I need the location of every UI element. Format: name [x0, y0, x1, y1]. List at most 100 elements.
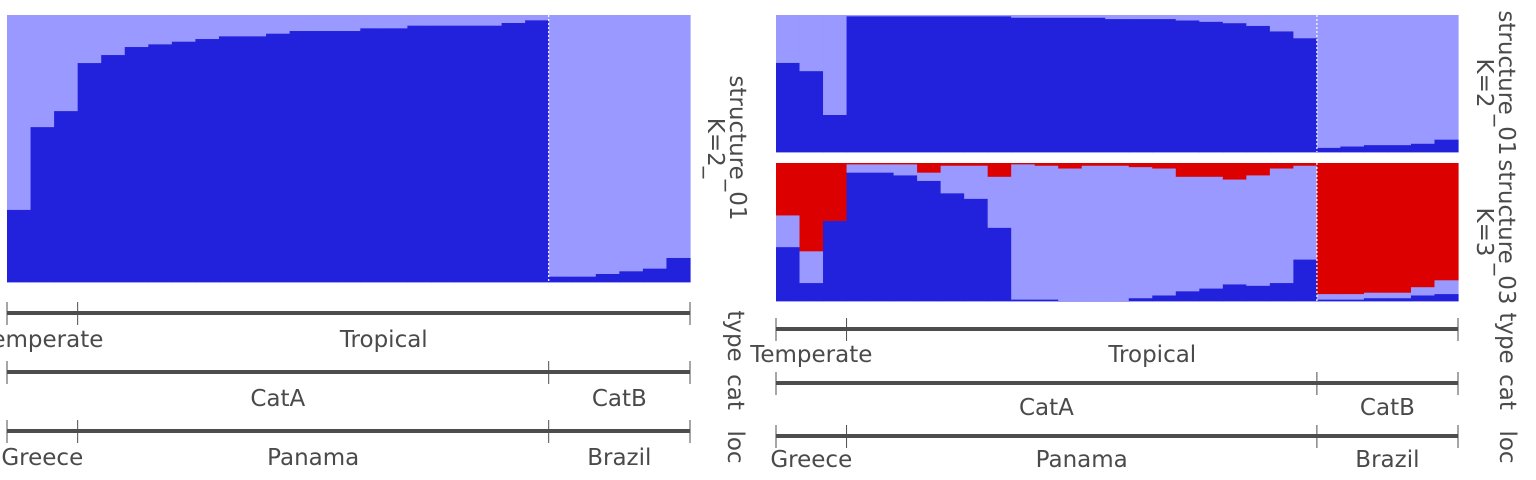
bar-segment [1246, 15, 1271, 27]
group-track: CatA CatB [6, 361, 691, 412]
bar-segment [218, 36, 244, 283]
bar-segment [846, 15, 871, 17]
bar-segment [289, 31, 314, 283]
bar-segment [1387, 163, 1412, 294]
bar-segment [1011, 299, 1036, 302]
bar-segment [124, 15, 149, 48]
bar-segment [1363, 15, 1389, 146]
bar-segment [1316, 163, 1342, 295]
row-side-label: cat [722, 374, 748, 410]
bar-segment [870, 164, 895, 174]
bar-segment [1293, 163, 1318, 167]
bar-segment [1175, 15, 1200, 21]
bar-segment [54, 111, 79, 283]
bar-segment [893, 16, 918, 153]
bar-segment [313, 15, 338, 32]
bar-segment [1034, 15, 1059, 19]
bar-segment [195, 39, 220, 283]
group-label: Greece [1, 445, 83, 471]
bar-segment [1293, 165, 1318, 260]
bar-segment [1128, 163, 1153, 168]
bar-segment [525, 20, 550, 283]
bar-segment [1058, 168, 1083, 302]
bar-segment [1034, 299, 1059, 302]
bar-segment [1410, 143, 1436, 153]
bar-segment [360, 28, 385, 283]
bar-segment [1128, 298, 1153, 302]
structure-plot-2 [776, 15, 1459, 153]
bar-segment [1316, 15, 1342, 149]
bar-segment [1269, 163, 1294, 169]
bar-segment [336, 31, 361, 283]
bar-segment [1152, 19, 1177, 153]
group-label: CatB [592, 386, 647, 412]
structure-plots [7, 15, 1459, 302]
group-label: Brazil [587, 445, 651, 471]
bar-segment [336, 15, 361, 32]
bar-segment [218, 15, 244, 37]
bar-segment [30, 15, 55, 128]
bar-segment [870, 16, 895, 153]
bar-segment [870, 163, 895, 165]
bar-segment [289, 15, 314, 32]
bar-segment [1246, 25, 1271, 153]
bar-segment [846, 16, 871, 153]
bar-segment [54, 15, 79, 112]
bar-segment [1152, 15, 1177, 20]
group-label: Panama [1036, 447, 1128, 473]
bar-segment [1363, 292, 1389, 299]
group-label: Panama [267, 445, 359, 471]
group-track: CatA CatB [775, 372, 1459, 421]
bar-segment [1387, 145, 1412, 153]
bar-segment [846, 164, 871, 174]
bar-segment [148, 44, 173, 283]
bar-segment [823, 115, 848, 153]
bar-segment [1340, 15, 1365, 147]
bar-segment [1081, 163, 1106, 167]
bar-segment [1081, 15, 1106, 19]
bar-segment [1152, 168, 1177, 296]
bar-segment [1034, 163, 1059, 167]
bar-segment [1011, 164, 1036, 301]
bar-segment [407, 25, 432, 283]
bar-segment [1222, 163, 1247, 180]
bar-segment [1434, 280, 1459, 295]
bar-segment [1175, 163, 1200, 178]
bar-segment [1175, 176, 1200, 292]
bar-segment [1011, 17, 1036, 153]
bar-segment [1363, 163, 1389, 294]
bar-segment [1340, 294, 1365, 301]
structure-plot-3 [776, 163, 1459, 302]
bar-segment [799, 163, 824, 252]
group-label: Temperate [749, 342, 872, 368]
bar-segment [383, 28, 408, 283]
bar-segment [1316, 294, 1342, 301]
bar-segment [1387, 298, 1412, 302]
row-side-label: cat [1494, 374, 1520, 410]
plot-side-label: structure_01K=2 [1471, 10, 1519, 155]
bar-segment [1175, 20, 1200, 153]
group-track: Greece Panama Brazil [1, 420, 691, 471]
bar-segment [1269, 168, 1294, 284]
bar-segment [1058, 17, 1083, 153]
bar-segment [917, 15, 942, 17]
bar-segment [1434, 294, 1459, 302]
bar-segment [799, 283, 824, 302]
bar-segment [1387, 15, 1412, 146]
bar-segment [823, 15, 848, 116]
row-side-label: type [1494, 312, 1520, 363]
bar-segment [30, 127, 55, 283]
bar-segment [870, 15, 895, 17]
bar-segment [1269, 15, 1294, 32]
bar-segment [360, 15, 385, 29]
bar-segment [101, 55, 126, 283]
bar-segment [7, 15, 32, 211]
bar-segment [776, 163, 801, 216]
bar-segment [572, 276, 597, 283]
bar-segment [454, 25, 479, 283]
bar-segment [799, 71, 824, 153]
group-label: CatB [1360, 395, 1415, 421]
bar-segment [1011, 163, 1036, 165]
bar-segment [501, 23, 526, 283]
